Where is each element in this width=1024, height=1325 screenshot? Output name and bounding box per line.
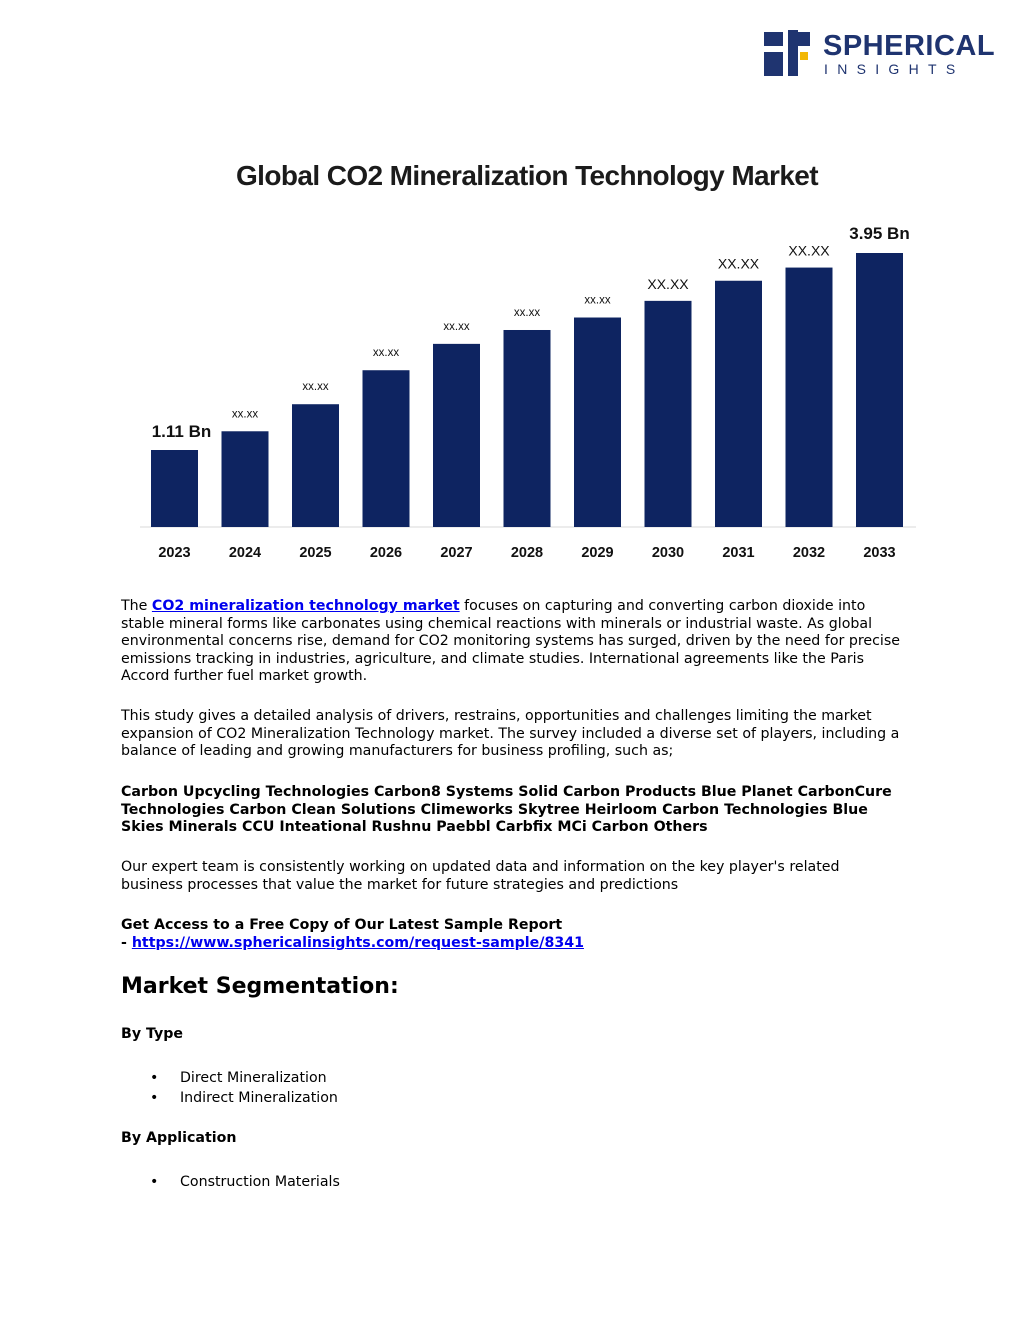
chart-title: Global CO2 Mineralization Technology Mar…: [236, 160, 819, 191]
data-label-2024: xx.xx: [232, 408, 258, 420]
x-tick-label: 2030: [652, 545, 684, 561]
list-item-label: Direct Mineralization: [180, 1070, 327, 1086]
bar-2026: [362, 370, 410, 527]
x-tick-label: 2026: [370, 545, 402, 561]
intro-prefix: The: [121, 598, 152, 614]
data-label-2023: 1.11 Bn: [152, 422, 212, 441]
by-type-list: • Direct Mineralization • Indirect Mineral…: [150, 1068, 338, 1108]
bar-2030: [644, 300, 692, 527]
sample-block: Get Access to a Free Copy of Our Latest …: [121, 917, 901, 952]
x-tick-label: 2028: [511, 545, 543, 561]
data-label-2029: xx.xx: [584, 295, 610, 307]
by-type-label: By Type: [121, 1026, 184, 1042]
x-tick-label: 2032: [793, 545, 825, 561]
sample-label: Get Access to a Free Copy of Our Latest …: [121, 917, 563, 933]
by-application-list: • Construction Materials: [150, 1172, 340, 1192]
data-label-2027: xx.xx: [443, 321, 469, 333]
logo-wordmark: SPHERICAL: [823, 30, 996, 62]
bullet-icon: •: [150, 1070, 159, 1086]
by-application-label: By Application: [121, 1130, 237, 1146]
expert-text: Our expert team is consistently working …: [121, 859, 840, 893]
sample-link[interactable]: https://www.sphericalinsights.com/reques…: [131, 934, 584, 951]
intro-paragraph: The CO2 mineralization technology market…: [121, 598, 901, 686]
bar-2024: [221, 431, 269, 527]
list-item: • Construction Materials: [150, 1172, 340, 1192]
players-paragraph: Carbon Upcycling Technologies Carbon8 Sy…: [121, 784, 901, 837]
bullet-icon: •: [150, 1174, 159, 1190]
data-label-2030: XX.XX: [647, 276, 689, 292]
bar-2029: [574, 317, 621, 527]
bar-2027: [433, 343, 480, 527]
bar-2028: [503, 329, 551, 527]
x-tick-label: 2031: [722, 545, 754, 561]
list-item: • Direct Mineralization: [150, 1068, 338, 1088]
bar-2031: [715, 280, 762, 527]
x-tick-label: 2033: [863, 545, 895, 561]
x-tick-label: 2029: [581, 545, 613, 561]
data-label-2028: xx.xx: [514, 307, 540, 319]
list-item-label: Construction Materials: [180, 1174, 340, 1190]
x-tick-label: 2024: [229, 545, 261, 561]
segmentation-heading: Market Segmentation:: [121, 974, 399, 999]
data-label-2032: XX.XX: [788, 243, 830, 259]
sample-dash: -: [121, 934, 132, 951]
players-text: Carbon Upcycling Technologies Carbon8 Sy…: [121, 784, 892, 836]
study-paragraph: This study gives a detailed analysis of …: [121, 708, 901, 761]
intro-text: focuses on capturing and converting carb…: [121, 598, 900, 685]
x-tick-label: 2027: [440, 545, 472, 561]
bar-2032: [785, 267, 833, 527]
spherical-insights-logo: SPHERICAL INSIGHTS: [764, 30, 995, 78]
study-text: This study gives a detailed analysis of …: [121, 708, 900, 760]
bullet-icon: •: [150, 1090, 159, 1106]
bar-2033: [856, 253, 903, 527]
bar-2023: [151, 450, 198, 527]
bar-2025: [292, 404, 339, 527]
expert-paragraph: Our expert team is consistently working …: [121, 859, 901, 894]
data-label-2033: 3.95 Bn: [849, 224, 909, 243]
logo-tagline: INSIGHTS: [824, 61, 965, 77]
data-label-2025: xx.xx: [302, 381, 328, 393]
x-tick-label: 2023: [158, 545, 190, 561]
list-item: • Indirect Mineralization: [150, 1088, 338, 1108]
x-tick-label: 2025: [299, 545, 331, 561]
list-item-label: Indirect Mineralization: [180, 1090, 338, 1106]
logo-mark-icon: [764, 30, 810, 76]
data-label-2031: XX.XX: [718, 256, 760, 272]
market-bar-chart: 1.11 Bn 2023 xx.xx 2024 xx.xx 2025 xx.xx 2026 xx…: [140, 224, 916, 561]
data-label-2026: xx.xx: [373, 347, 399, 359]
market-link[interactable]: CO2 mineralization technology market: [151, 598, 460, 614]
